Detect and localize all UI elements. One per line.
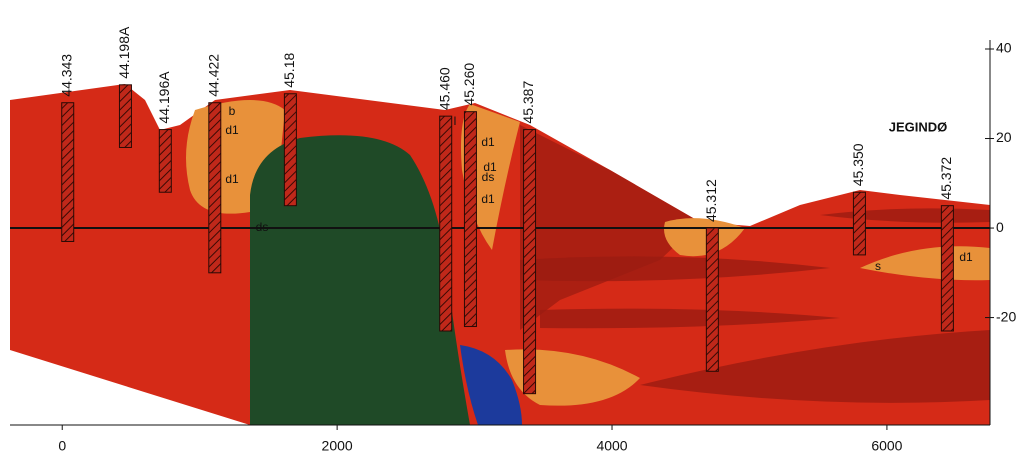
borehole-label: 44.198A [116,26,132,79]
borehole-label: 45.18 [281,53,297,88]
borehole-label: 45.372 [938,157,954,200]
borehole [853,192,865,255]
borehole [284,94,296,206]
y-tick-label: 40 [996,40,1012,56]
layer-label: d1 [959,250,973,264]
borehole-label: 44.196A [156,71,172,124]
borehole [941,206,953,331]
borehole-label: 45.350 [850,143,866,186]
borehole [62,103,74,242]
borehole [464,112,476,327]
x-tick-label: 6000 [871,438,902,454]
y-tick-label: -20 [996,308,1016,324]
borehole [159,130,171,193]
layer-label: b [229,104,236,118]
layer-label: d1 [225,123,239,137]
borehole [440,116,452,331]
borehole [706,228,718,371]
layer-label: d1 [483,160,497,174]
borehole [524,130,536,394]
borehole-label: 45.460 [436,67,452,110]
borehole-label: 45.387 [520,81,536,124]
layer-label: ds [256,220,269,234]
layer-label: d1 [225,172,239,186]
borehole-label: 45.312 [703,179,719,222]
borehole-label: 44.343 [58,54,74,97]
layer-label: d1 [481,192,495,206]
y-tick-label: 0 [996,219,1004,235]
x-tick-label: 0 [58,438,66,454]
layer-label: l [454,114,457,128]
borehole [119,85,131,148]
site-label: JEGINDØ [889,119,948,134]
x-tick-label: 4000 [596,438,627,454]
borehole-label: 44.422 [205,54,221,97]
borehole-label: 45.260 [461,63,477,106]
y-tick-label: 20 [996,129,1012,145]
borehole [209,103,221,273]
x-tick-label: 2000 [322,438,353,454]
layer-label: d1 [481,135,495,149]
section-chart: JEGINDØ 0 2000 4000 6000 40 20 0 -20 44.343 44.19… [0,0,1032,459]
layer-label: s [875,259,881,273]
geology [10,84,990,425]
